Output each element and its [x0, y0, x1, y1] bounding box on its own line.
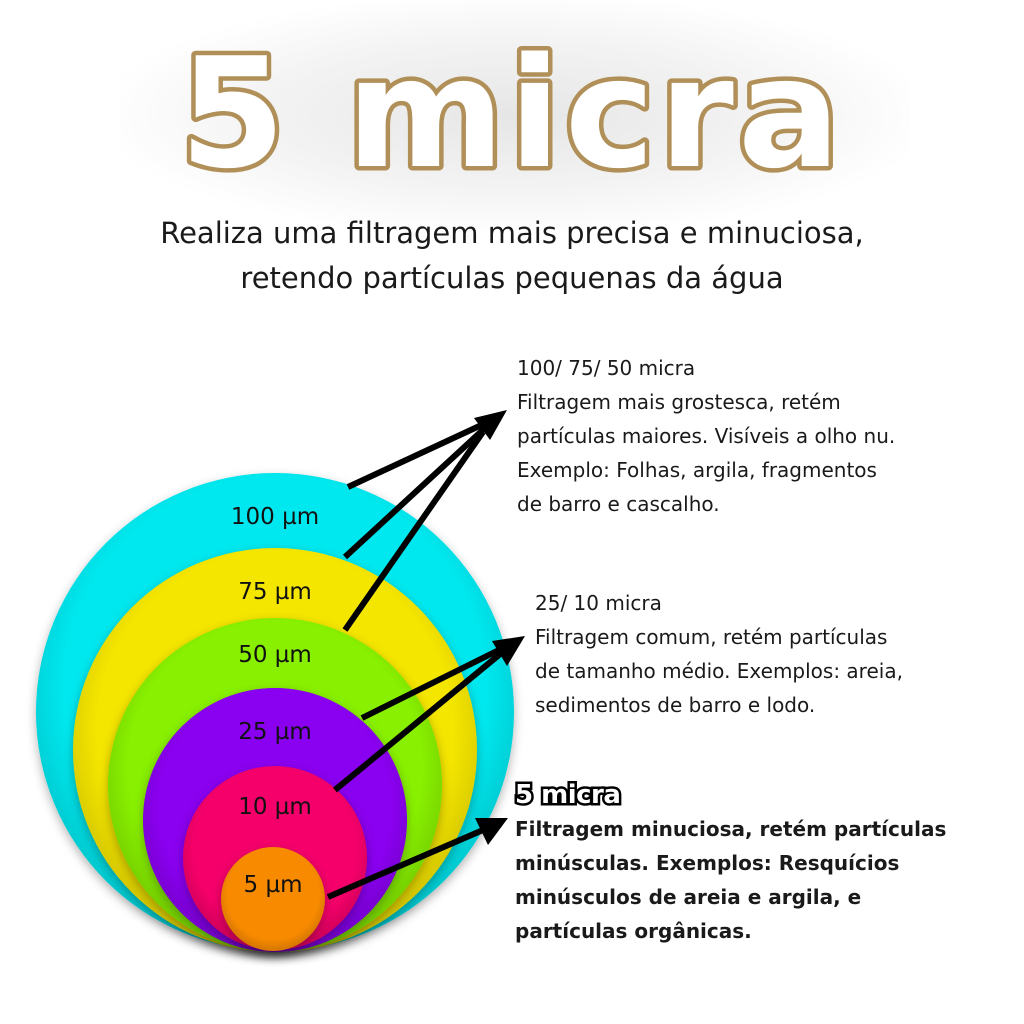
block-line: minúsculas. Exemplos: Resquícios	[515, 851, 900, 875]
arrow-5	[326, 824, 492, 900]
subtitle-line-1: Realiza uma filtragem mais precisa e min…	[160, 216, 864, 250]
arrowhead-2	[492, 636, 525, 666]
info-block-medium: 25/ 10 micra Filtragem comum, retém part…	[535, 586, 903, 722]
block-line: sedimentos de barro e lodo.	[535, 693, 816, 717]
block-line: minúsculos de areia e argila, e	[515, 885, 862, 909]
block-heading: 5 micra	[512, 778, 623, 813]
arrow-50	[342, 430, 486, 632]
block-line: de barro e cascalho.	[517, 492, 720, 516]
ring-shade	[221, 847, 325, 951]
ring-label: 10 µm	[238, 794, 312, 820]
ring-label: 5 µm	[244, 872, 303, 898]
block-line: partículas orgânicas.	[515, 919, 752, 943]
block-line: 100/ 75/ 50 micra	[517, 356, 696, 380]
block-line: 25/ 10 micra	[535, 591, 662, 615]
block-line: Filtragem minuciosa, retém partículas	[515, 817, 947, 841]
arrowhead-3	[475, 818, 508, 845]
block-line: partículas maiores. Visíveis a olho nu.	[517, 424, 896, 448]
ring-label: 50 µm	[238, 642, 312, 668]
ring-label: 75 µm	[238, 579, 312, 605]
arrowhead-1	[474, 410, 507, 440]
ring-label: 100 µm	[231, 504, 319, 530]
block-line: Filtragem comum, retém partículas	[535, 625, 888, 649]
subtitle-line-2: retendo partículas pequenas da água	[240, 261, 784, 295]
arrow-10	[333, 647, 507, 793]
info-block-coarse: 100/ 75/ 50 micra Filtragem mais grostes…	[517, 351, 895, 521]
arrow-75	[342, 425, 488, 560]
ring-label: 25 µm	[238, 719, 312, 745]
block-line: Exemplo: Folhas, argila, fragmentos	[517, 458, 877, 482]
info-block-fine: 5 micra Filtragem minuciosa, retém partí…	[512, 778, 947, 948]
arrow-100	[346, 419, 490, 490]
title-glow	[120, 0, 910, 230]
block-line: Filtragem mais grostesca, retém	[517, 390, 841, 414]
page-title: 5 micra	[175, 28, 845, 198]
arrow-25	[360, 643, 509, 721]
page-title-text: 5 micra	[180, 28, 845, 198]
block-line: de tamanho médio. Exemplos: areia,	[535, 659, 903, 683]
